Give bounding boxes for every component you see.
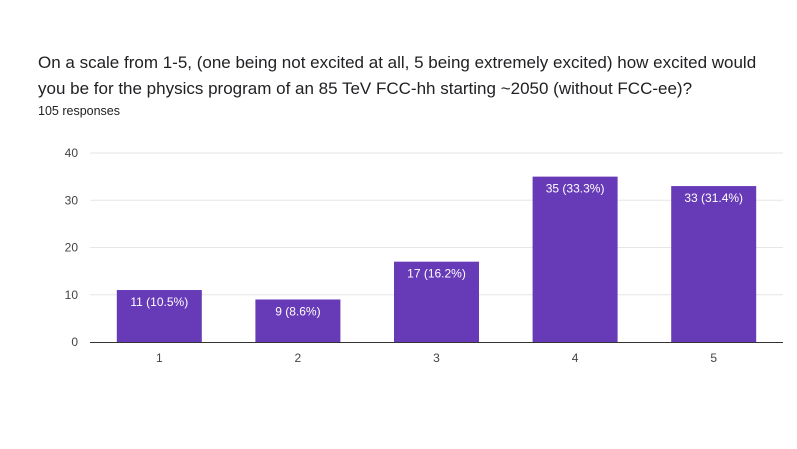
y-tick-label: 30 xyxy=(65,193,79,207)
bar-data-label: 33 (31.4%) xyxy=(684,191,743,205)
bar-1 xyxy=(116,290,202,342)
y-tick-label: 10 xyxy=(65,288,79,302)
x-tick-label: 3 xyxy=(433,351,440,365)
data-labels: 11 (10.5%) 9 (8.6%) 17 (16.2%) 35 (33.3%) 33… xyxy=(130,182,743,319)
bar-4 xyxy=(532,176,618,342)
bar-data-label: 17 (16.2%) xyxy=(407,267,466,281)
bar-5 xyxy=(671,186,757,342)
x-axis-ticks: 1 2 3 4 5 xyxy=(156,351,717,365)
x-tick-label: 2 xyxy=(295,351,302,365)
y-tick-label: 20 xyxy=(65,241,79,255)
question-title: On a scale from 1-5, (one being not exci… xyxy=(38,53,757,98)
y-axis-ticks: 0 10 20 30 40 xyxy=(65,146,79,349)
y-tick-label: 40 xyxy=(65,146,79,160)
x-tick-label: 1 xyxy=(156,351,163,365)
bar-2 xyxy=(255,299,341,342)
bar-data-label: 11 (10.5%) xyxy=(130,295,188,309)
bar-data-label: 9 (8.6%) xyxy=(275,304,320,318)
response-count: 105 responses xyxy=(38,104,121,118)
x-tick-label: 5 xyxy=(710,351,717,365)
y-tick-label: 0 xyxy=(71,335,78,349)
bar-data-label: 35 (33.3%) xyxy=(546,182,605,196)
bar-3 xyxy=(394,261,479,342)
x-tick-label: 4 xyxy=(572,351,579,365)
bars xyxy=(116,176,757,342)
